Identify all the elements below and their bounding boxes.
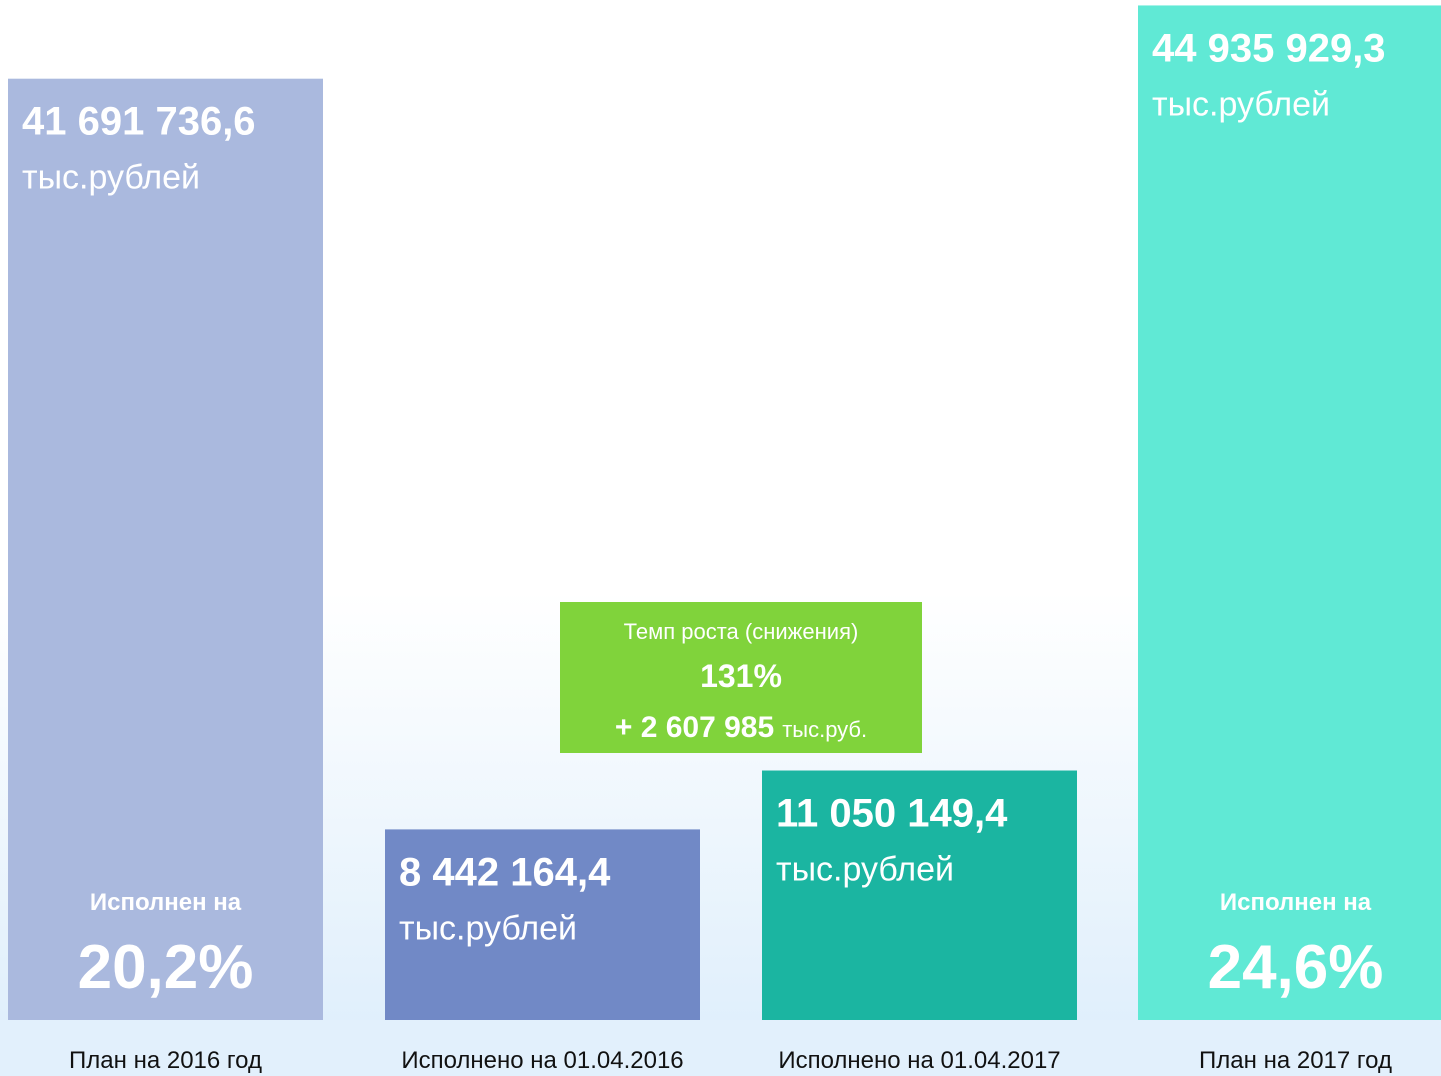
- x-tick-label: План на 2016 год: [69, 1047, 262, 1074]
- bar: [1138, 5, 1441, 1020]
- value-unit: тыс.рублей: [22, 159, 200, 197]
- value-label: 44 935 929,3: [1152, 26, 1386, 70]
- value-label: 11 050 149,4: [776, 792, 1008, 836]
- execution-pct: 20,2%: [78, 933, 254, 1002]
- growth-title: Темп роста (снижения): [624, 619, 859, 644]
- x-tick-label: Исполнено на 01.04.2016: [401, 1047, 683, 1074]
- x-tick-label: Исполнено на 01.04.2017: [778, 1047, 1060, 1074]
- growth-box: [560, 602, 922, 753]
- value-label: 41 691 736,6: [22, 100, 256, 144]
- growth-rate: 131%: [700, 658, 782, 694]
- growth-delta: + 2 607 985 тыс.руб.: [615, 711, 867, 744]
- execution-caption: Исполнен на: [1220, 889, 1372, 916]
- x-tick-label: План на 2017 год: [1199, 1047, 1392, 1074]
- growth-delta-unit: тыс.руб.: [782, 717, 867, 742]
- bar: [762, 770, 1077, 1020]
- bar: [8, 78, 323, 1020]
- bar: [385, 829, 700, 1020]
- value-unit: тыс.рублей: [776, 851, 954, 889]
- value-unit: тыс.рублей: [399, 909, 577, 947]
- growth-delta-value: + 2 607 985: [615, 711, 774, 744]
- value-label: 8 442 164,4: [399, 850, 611, 894]
- footer-band: [0, 1020, 1441, 1076]
- execution-pct: 24,6%: [1208, 933, 1384, 1002]
- execution-caption: Исполнен на: [90, 889, 242, 916]
- value-unit: тыс.рублей: [1152, 85, 1330, 123]
